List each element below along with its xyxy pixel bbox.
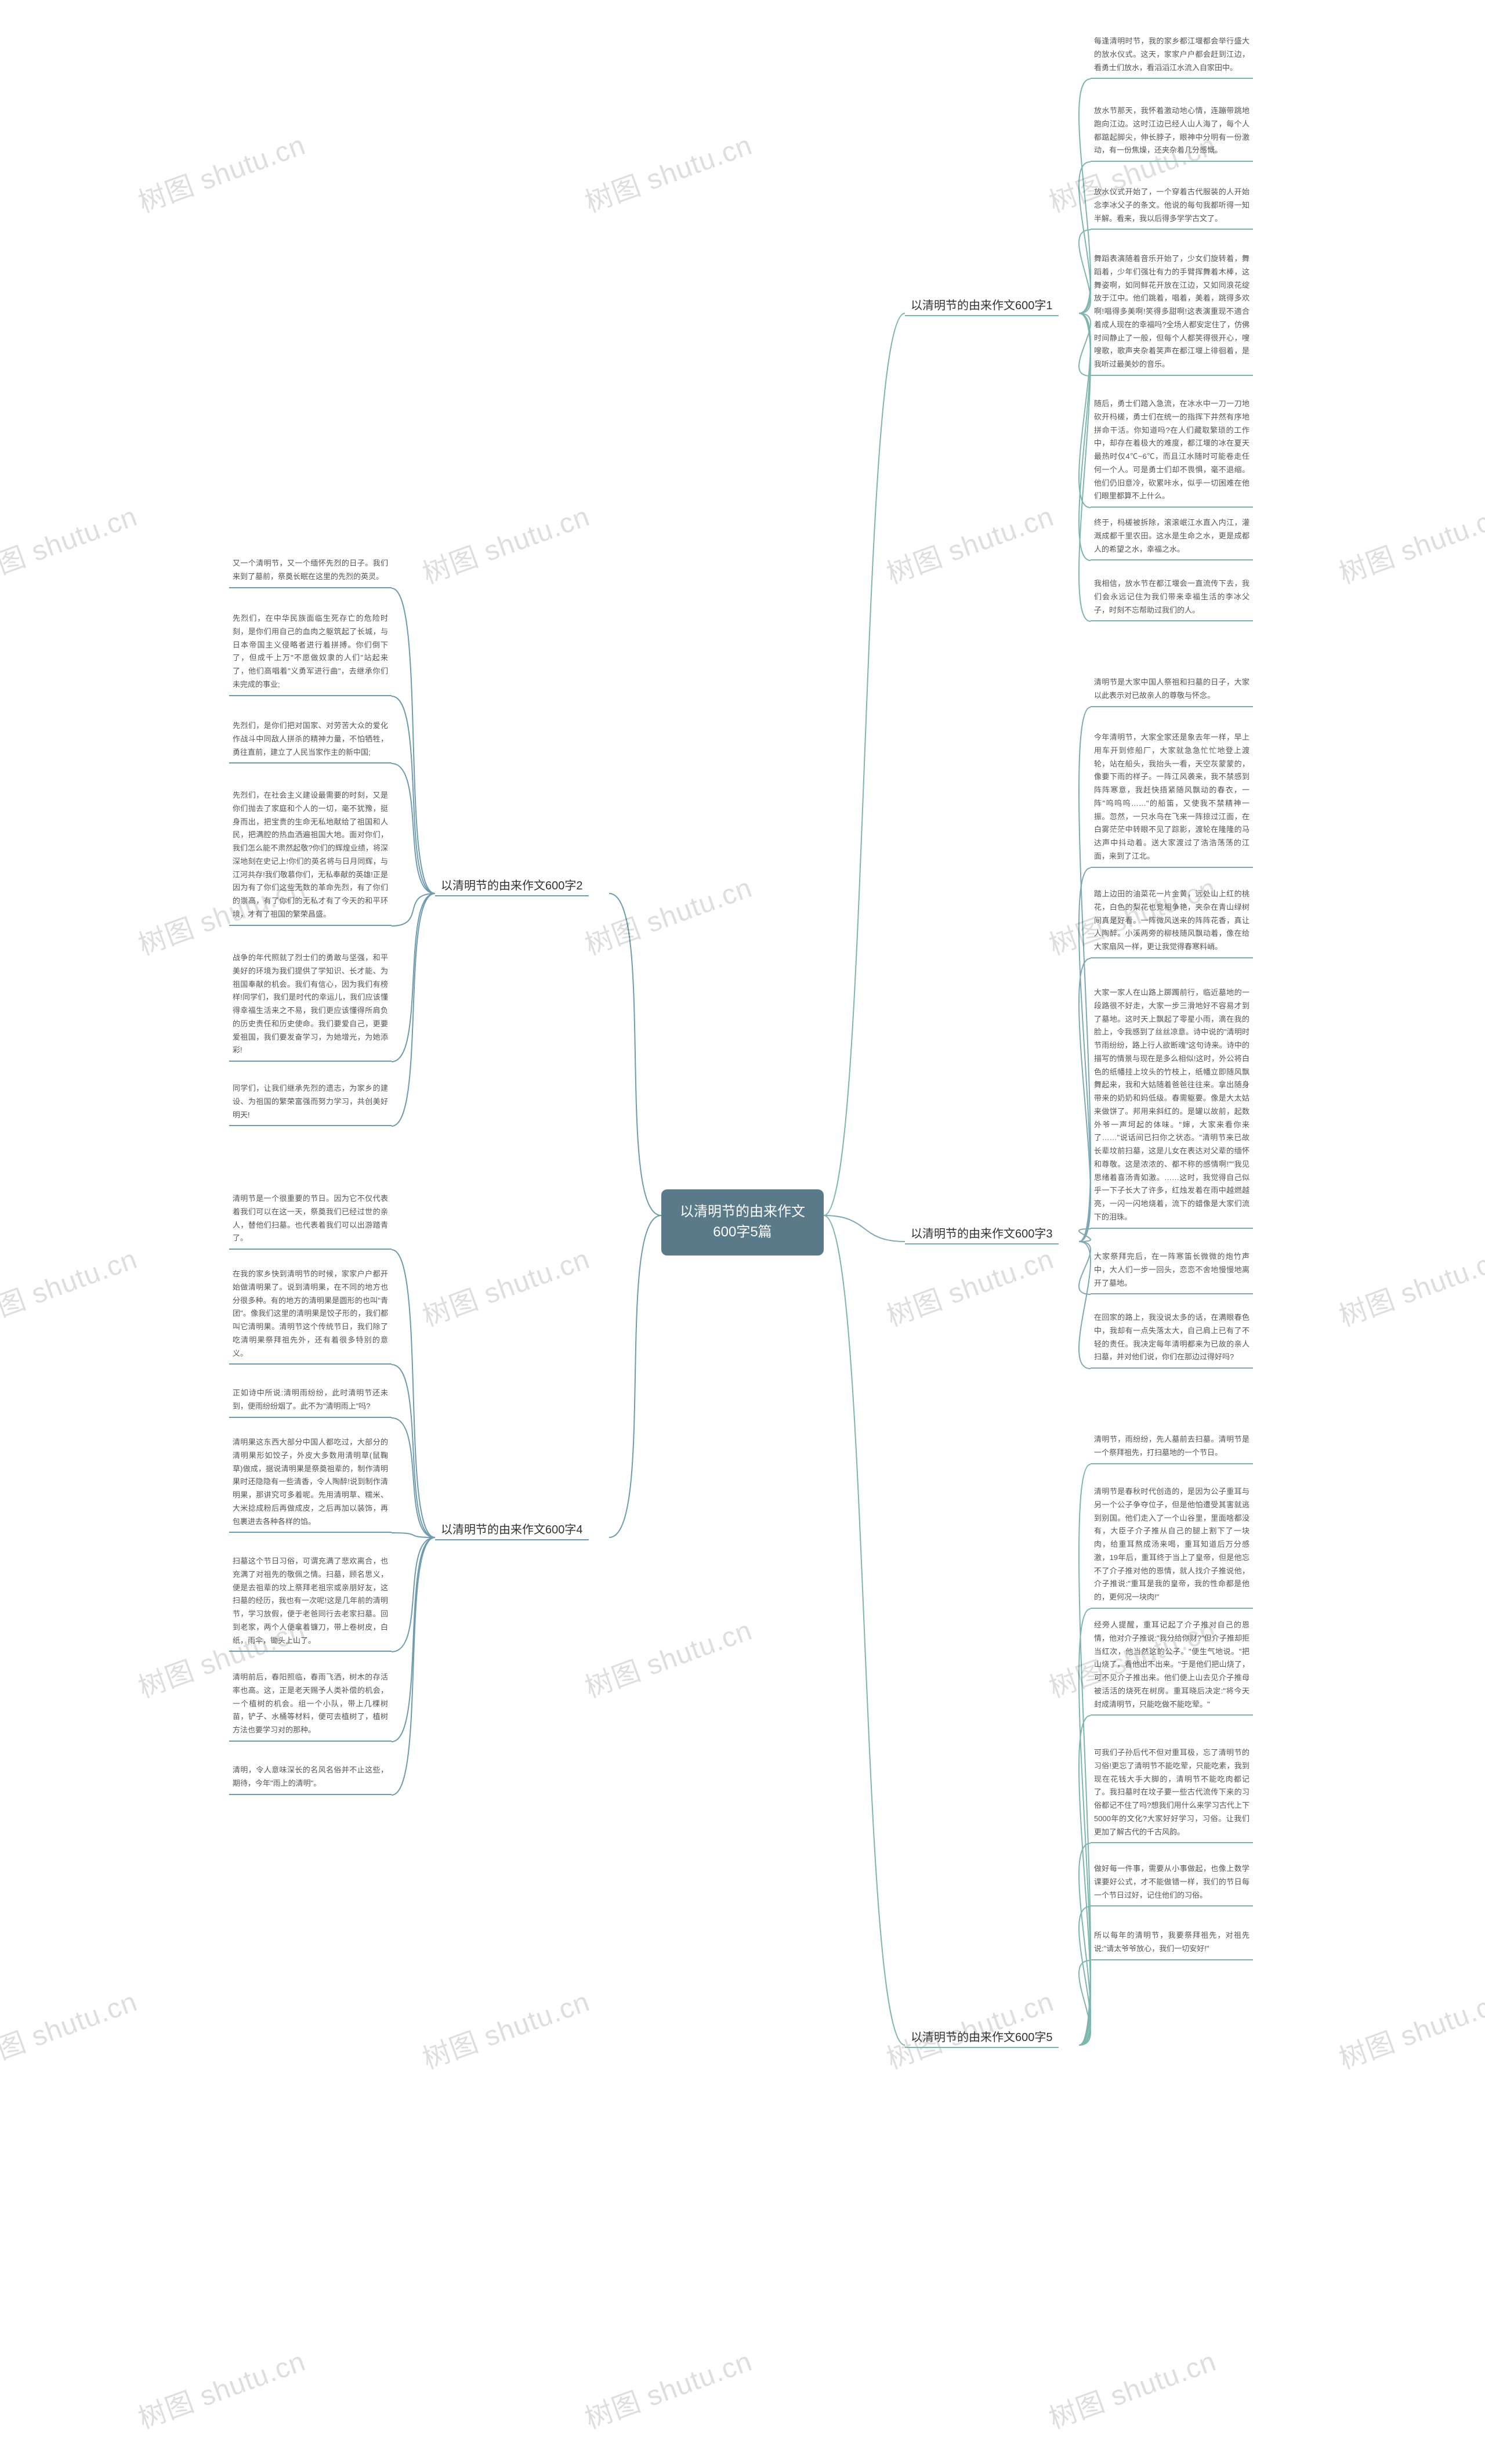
leaf-b3-0: 清明节是大家中国人祭祖和扫墓的日子，大家以此表示对已故亲人的尊敬与怀念。 — [1091, 676, 1253, 707]
watermark: 树图 shutu.cn — [416, 494, 595, 592]
watermark: 树图 shutu.cn — [416, 1236, 595, 1334]
leaf-b2-4: 战争的年代照就了烈士们的勇敢与坚强，和平美好的环境为我们提供了学知识、长才能、为… — [229, 951, 392, 1062]
leaf-b3-1: 今年清明节，大家全家还是象去年一样，早上用车开到修船厂，大家就急急忙忙地登上渡轮… — [1091, 731, 1253, 868]
leaf-b1-4: 随后，勇士们踏入急流，在冰水中一刀一刀地砍开杩槎，勇士们在统一的指挥下井然有序地… — [1091, 397, 1253, 508]
leaf-b2-3: 先烈们，在社会主义建设最需要的时刻，又是你们抛去了家庭和个人的一切，毫不犹豫，挺… — [229, 789, 392, 926]
leaf-b4-1: 在我的家乡快到清明节的时候，家家户户都开始做清明果了。说到清明果，在不同的地方也… — [229, 1268, 392, 1365]
leaf-b1-1: 放水节那天，我怀着激动地心情，连蹦带跳地跑向江边。这时江边已经人山人海了，每个人… — [1091, 104, 1253, 162]
branch-label-b1: 以清明节的由来作文600字1 — [905, 296, 1059, 316]
leaf-b4-6: 清明，令人意味深长的名风名俗并不止这些，期待，今年"雨上的清明"。 — [229, 1764, 392, 1795]
center-node: 以清明节的由来作文600字5篇 — [661, 1189, 824, 1255]
watermark: 树图 shutu.cn — [1332, 494, 1485, 592]
leaf-b1-2: 放水仪式开始了，一个穿着古代服装的人开始念李冰父子的条文。他说的每句我都听得一知… — [1091, 186, 1253, 230]
watermark: 树图 shutu.cn — [416, 1979, 595, 2077]
leaf-b5-0: 清明节，雨纷纷，先人墓前去扫墓。清明节是一个祭拜祖先，打扫墓地的一个节日。 — [1091, 1433, 1253, 1464]
leaf-b3-5: 在回家的路上，我没说太多的话，在满眼春色中，我却有一点失落太大，自己肩上已有了不… — [1091, 1311, 1253, 1369]
branch-label-b2: 以清明节的由来作文600字2 — [435, 876, 589, 896]
leaf-b2-2: 先烈们，是你们把对国家、对劳苦大众的爱化作战斗中同敌人拼杀的精神力量，不怕牺牲，… — [229, 719, 392, 764]
branch-label-b4: 以清明节的由来作文600字4 — [435, 1520, 589, 1540]
leaf-b5-3: 可我们子孙后代不但对重耳极，忘了清明节的习俗!更忘了清明节不能吃荤，只能吃素，我… — [1091, 1746, 1253, 1843]
watermark: 树图 shutu.cn — [132, 122, 310, 220]
watermark: 树图 shutu.cn — [0, 1236, 142, 1334]
leaf-b1-6: 我相信，放水节在都江堰会一直流传下去，我们会永远记住为我们带来幸福生活的李冰父子… — [1091, 577, 1253, 621]
leaf-b1-3: 舞蹈表演随着音乐开始了，少女们旋转着，舞蹈着，少年们强壮有力的手臂挥舞着木棒，这… — [1091, 252, 1253, 376]
leaf-b3-3: 大家一家人在山路上踯躅前行，临近墓地的一段路很不好走，大家一步三滑地好不容易才到… — [1091, 986, 1253, 1229]
leaf-b2-0: 又一个清明节，又一个缅怀先烈的日子。我们来到了墓前，祭奠长眠在这里的先烈的英灵。 — [229, 557, 392, 588]
branch-label-b3: 以清明节的由来作文600字3 — [905, 1224, 1059, 1244]
leaf-b3-4: 大家祭拜完后，在一阵寒笛长微微的炮竹声中，大人们一步一回头，恋恋不舍地慢慢地离开… — [1091, 1250, 1253, 1294]
leaf-b4-5: 清明前后，春阳照临，春雨飞洒，树木的存活率也高。这，正是老天赐予人类补偿的机会，… — [229, 1671, 392, 1742]
watermark: 树图 shutu.cn — [880, 1236, 1059, 1334]
leaf-b4-3: 清明果这东西大部分中国人都吃过，大部分的清明果形如饺子，外皮大多数用清明草(鼠鞠… — [229, 1436, 392, 1533]
watermark: 树图 shutu.cn — [1332, 1236, 1485, 1334]
leaf-b4-4: 扫墓这个节日习俗，可谓充满了悲欢离合，也充满了对祖先的敬佩之情。扫墓，顾名思义，… — [229, 1555, 392, 1652]
watermark: 树图 shutu.cn — [1332, 1979, 1485, 2077]
watermark: 树图 shutu.cn — [132, 2339, 310, 2437]
leaf-b1-0: 每逢清明时节，我的家乡都江堰都会举行盛大的放水仪式。这天，家家户户都会赶到江边，… — [1091, 35, 1253, 79]
center-title: 以清明节的由来作文600字5篇 — [680, 1204, 805, 1240]
leaf-b1-5: 终于，杩槎被拆除，滚滚岷江水直入内江，灌溉成都千里农田。这水是生命之水，更是成都… — [1091, 516, 1253, 560]
watermark: 树图 shutu.cn — [578, 1608, 757, 1706]
watermark: 树图 shutu.cn — [578, 122, 757, 220]
watermark: 树图 shutu.cn — [578, 2339, 757, 2437]
leaf-b3-2: 踏上边田的油菜花一片金黄，远处山上红的桃花，白色的梨花也竞相争艳，夹杂在青山绿树… — [1091, 888, 1253, 958]
watermark: 树图 shutu.cn — [0, 494, 142, 592]
branch-label-b5: 以清明节的由来作文600字5 — [905, 2028, 1059, 2048]
leaf-b5-5: 所以每年的清明节，我要祭拜祖先，对祖先说:"请太爷爷放心，我们一切安好!" — [1091, 1929, 1253, 1960]
watermark: 树图 shutu.cn — [1042, 2339, 1221, 2437]
leaf-b5-2: 经旁人提醒，重耳记起了介子推对自己的恩情，他对介子推说:"我分给你财?"但介子推… — [1091, 1619, 1253, 1716]
leaf-b2-5: 同学们，让我们继承先烈的遗志，为家乡的建设、为祖国的繁荣富强而努力学习，共创美好… — [229, 1082, 392, 1126]
leaf-b2-1: 先烈们，在中华民族面临生死存亡的危险时刻，是你们用自己的血肉之躯筑起了长城，与日… — [229, 612, 392, 696]
leaf-b5-4: 做好每一件事，需要从小事做起，也像上数学课要好公式，才不能做错一样，我们的节日每… — [1091, 1862, 1253, 1906]
watermark: 树图 shutu.cn — [880, 494, 1059, 592]
watermark: 树图 shutu.cn — [0, 1979, 142, 2077]
leaf-b4-0: 清明节是一个很重要的节日。因为它不仅代表着我们可以在这一天，祭奠我们已经过世的亲… — [229, 1192, 392, 1250]
leaf-b4-2: 正如诗中所说:清明雨纷纷，此时清明节还未到，便雨纷纷烟了。此不为"清明雨上"吗? — [229, 1387, 392, 1418]
leaf-b5-1: 清明节是春秋时代创造的，是因为公子重耳与另一个公子争夺位子，但是他怕遭受其害就逃… — [1091, 1485, 1253, 1609]
watermark: 树图 shutu.cn — [578, 865, 757, 963]
